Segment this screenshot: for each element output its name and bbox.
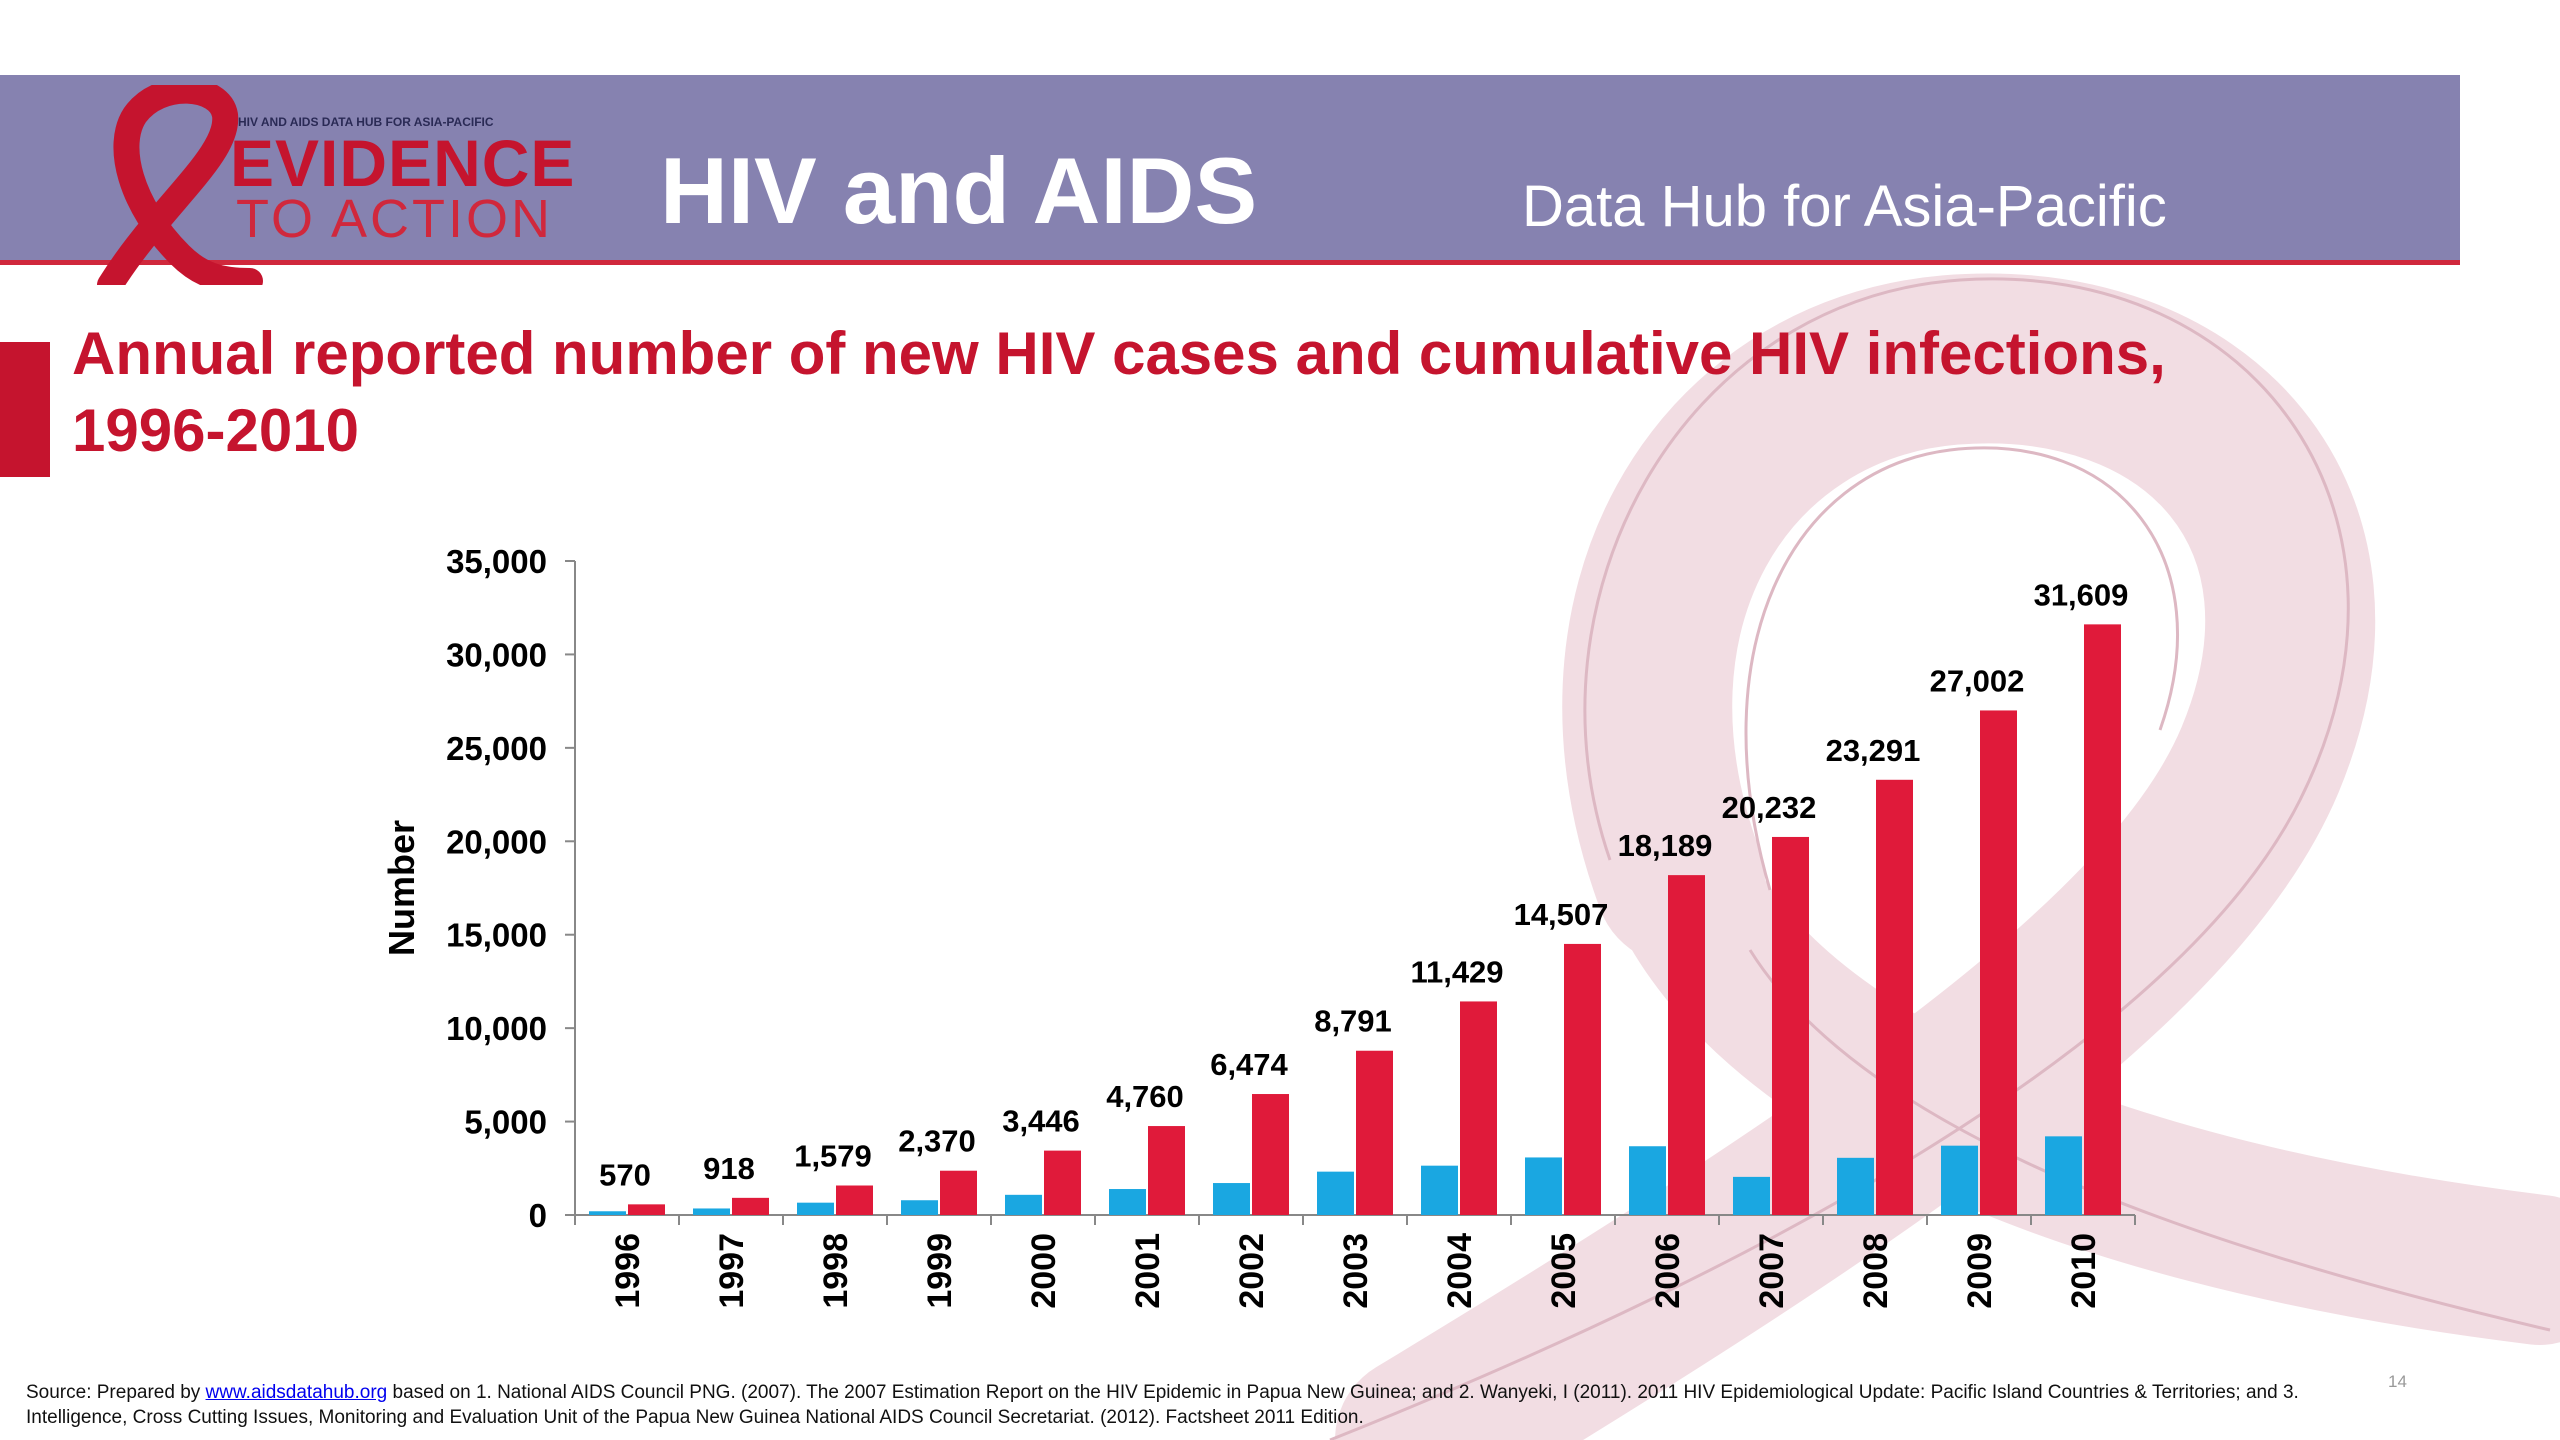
bar-new-cases <box>2045 1136 2082 1215</box>
bar-new-cases <box>797 1202 834 1215</box>
x-tick-label: 2009 <box>1961 1233 1999 1309</box>
x-tick-label: 1998 <box>817 1233 855 1309</box>
data-labels: 570 918 1,579 2,370 3,446 4,760 6,474 8,791 11,4… <box>599 577 2128 1192</box>
chart-title-line-2: 1996-2010 <box>72 397 359 464</box>
y-tick-label: 35,000 <box>446 543 547 580</box>
page-number: 14 <box>2388 1372 2407 1391</box>
y-axis-title: Number <box>381 820 422 956</box>
data-label-cumulative: 570 <box>599 1157 651 1192</box>
x-tick-label: 2005 <box>1545 1233 1583 1309</box>
bar-cumulative <box>732 1197 769 1215</box>
y-tick-label: 25,000 <box>446 730 547 767</box>
bar-cumulative <box>1772 836 1809 1215</box>
x-tick-label: 2006 <box>1649 1233 1687 1309</box>
x-tick-label: 1997 <box>713 1233 751 1309</box>
aidsdatahub-link[interactable]: www.aidsdatahub.org <box>205 1382 388 1403</box>
bar-cumulative <box>1044 1150 1081 1215</box>
x-tick-label: 1996 <box>609 1233 647 1309</box>
bar-cumulative <box>1980 710 2017 1215</box>
logo-tagline: HIV AND AIDS DATA HUB FOR ASIA-PACIFIC <box>238 115 494 129</box>
data-label-cumulative: 3,446 <box>1002 1104 1080 1139</box>
x-axis: 1996 1997 1998 1999 2000 2001 2002 2003 2004 2005… <box>574 1214 2136 1309</box>
x-tick-label: 2003 <box>1337 1233 1375 1309</box>
y-tick-label: 30,000 <box>446 636 547 673</box>
y-tick-label: 0 <box>529 1197 547 1234</box>
source-prefix: Source: Prepared by <box>26 1382 206 1403</box>
title-accent-bar <box>0 342 50 477</box>
bar-cumulative <box>1148 1126 1185 1215</box>
data-label-cumulative: 11,429 <box>1410 954 1503 989</box>
bars <box>589 624 2121 1215</box>
bar-cumulative <box>1252 1094 1289 1215</box>
data-label-cumulative: 2,370 <box>898 1124 976 1159</box>
data-label-cumulative: 18,189 <box>1618 828 1713 863</box>
bar-new-cases <box>693 1208 730 1215</box>
logo-to-action-text: TO ACTION <box>236 189 554 249</box>
bar-new-cases <box>901 1200 938 1215</box>
data-label-cumulative: 918 <box>703 1151 755 1186</box>
bar-cumulative <box>1356 1050 1393 1215</box>
bar-cumulative <box>940 1170 977 1215</box>
bar-new-cases <box>589 1211 626 1215</box>
x-tick-label: 2007 <box>1753 1233 1791 1309</box>
y-axis: 0 5,000 10,000 15,000 20,000 25,000 30,000 35,0… <box>381 543 576 1234</box>
bar-new-cases <box>1525 1157 1562 1215</box>
y-tick-label: 5,000 <box>464 1104 547 1141</box>
data-label-cumulative: 31,609 <box>2034 577 2129 612</box>
x-tick-label: 2008 <box>1857 1233 1895 1309</box>
x-tick-label: 1999 <box>921 1233 959 1309</box>
data-label-cumulative: 23,291 <box>1826 733 1921 768</box>
bar-cumulative <box>1564 943 1601 1215</box>
data-label-cumulative: 1,579 <box>794 1138 872 1173</box>
x-tick-label: 2001 <box>1129 1233 1167 1309</box>
data-label-cumulative: 14,507 <box>1514 897 1609 932</box>
source-note: Source: Prepared by www.aidsdatahub.org … <box>26 1380 2366 1430</box>
bar-cumulative <box>2084 624 2121 1215</box>
y-tick-label: 10,000 <box>446 1010 547 1047</box>
red-ribbon-logo-icon <box>97 85 263 285</box>
bar-new-cases <box>1213 1183 1250 1215</box>
bar-new-cases <box>1005 1194 1042 1215</box>
chart-title-line-1: Annual reported number of new HIV cases … <box>72 320 2166 387</box>
bar-new-cases <box>1109 1189 1146 1215</box>
bar-new-cases <box>1421 1165 1458 1215</box>
source-text: based on 1. National AIDS Council PNG. (… <box>26 1382 2299 1428</box>
data-label-cumulative: 8,791 <box>1314 1004 1392 1039</box>
bar-new-cases <box>1629 1146 1666 1215</box>
header-banner: HIV AND AIDS DATA HUB FOR ASIA-PACIFIC E… <box>0 75 2460 285</box>
x-tick-label: 2002 <box>1233 1233 1271 1309</box>
evidence-to-action-logo: HIV AND AIDS DATA HUB FOR ASIA-PACIFIC E… <box>40 85 610 285</box>
y-tick-label: 20,000 <box>446 823 547 860</box>
bar-cumulative <box>1876 779 1913 1215</box>
header-subtitle: Data Hub for Asia-Pacific <box>1522 174 2167 239</box>
y-tick-label: 15,000 <box>446 917 547 954</box>
bar-new-cases <box>1733 1176 1770 1215</box>
bar-cumulative <box>1460 1001 1497 1215</box>
x-tick-label: 2004 <box>1441 1233 1479 1309</box>
data-label-cumulative: 4,760 <box>1106 1079 1184 1114</box>
bar-cumulative <box>628 1204 665 1215</box>
bar-cumulative <box>1668 875 1705 1215</box>
header-title: HIV and AIDS <box>660 138 1258 243</box>
bar-new-cases <box>1837 1157 1874 1215</box>
x-tick-label: 2010 <box>2065 1233 2103 1309</box>
bar-new-cases <box>1941 1145 1978 1215</box>
bar-cumulative <box>836 1185 873 1215</box>
data-label-cumulative: 27,002 <box>1930 663 2025 698</box>
x-tick-label: 2000 <box>1025 1233 1063 1309</box>
chart-title: Annual reported number of new HIV cases … <box>72 315 2472 469</box>
data-label-cumulative: 6,474 <box>1210 1047 1288 1082</box>
data-label-cumulative: 20,232 <box>1722 790 1817 825</box>
bar-new-cases <box>1317 1171 1354 1215</box>
logo-evidence-text: EVIDENCE <box>230 126 576 200</box>
